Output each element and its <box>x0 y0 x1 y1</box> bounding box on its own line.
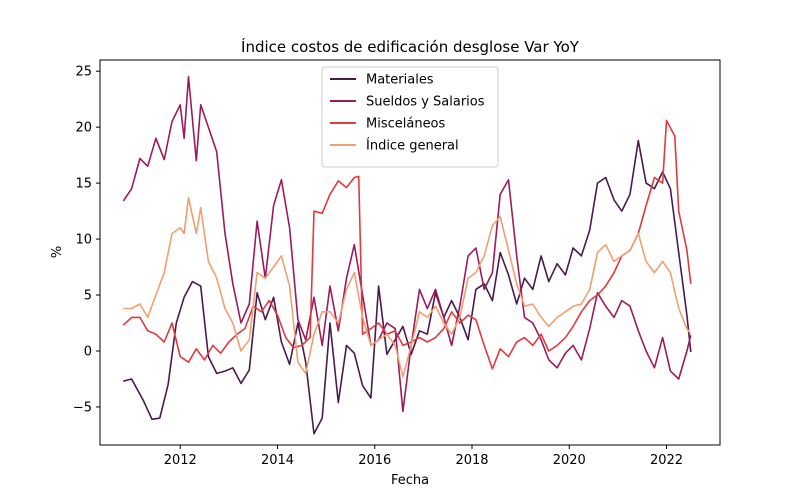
x-tick-label: 2012 <box>164 453 197 468</box>
legend-label-1: Sueldos y Salarios <box>366 95 485 110</box>
y-axis: −5 0 5 10 15 20 25 <box>73 65 100 415</box>
series-line-3 <box>123 196 692 378</box>
y-axis-label: % <box>50 246 65 258</box>
y-tick-label: 10 <box>75 233 92 248</box>
plot-frame <box>99 59 721 446</box>
x-tick-label: 2020 <box>553 453 586 468</box>
series-line-2 <box>122 119 692 370</box>
legend: Materiales Sueldos y Salarios Misceláneos Í… <box>321 66 499 168</box>
x-tick-label: 2016 <box>358 453 391 468</box>
legend-label-3: Índice general <box>366 138 459 154</box>
y-tick-label: 20 <box>75 121 92 136</box>
x-tick-label: 2014 <box>261 453 294 468</box>
chart-title: Índice costos de edificación desglose Va… <box>241 37 580 56</box>
y-tick-label: 5 <box>84 289 92 304</box>
y-tick-label: 0 <box>84 344 92 359</box>
series-line-1 <box>122 76 692 413</box>
series-line-0 <box>123 139 692 435</box>
y-tick-label: 15 <box>75 177 92 192</box>
plot-lines <box>122 76 692 435</box>
x-tick-label: 2018 <box>455 453 488 468</box>
y-tick-label: 25 <box>75 65 92 80</box>
x-tick-label: 2022 <box>650 453 683 468</box>
legend-label-2: Misceláneos <box>366 117 446 132</box>
x-axis-label: Fecha <box>391 473 429 488</box>
x-axis: 2012 2014 2016 2018 2020 2022 <box>164 445 683 468</box>
y-tick-label: −5 <box>73 400 92 415</box>
legend-label-0: Materiales <box>366 73 434 88</box>
legend-box <box>321 66 499 168</box>
